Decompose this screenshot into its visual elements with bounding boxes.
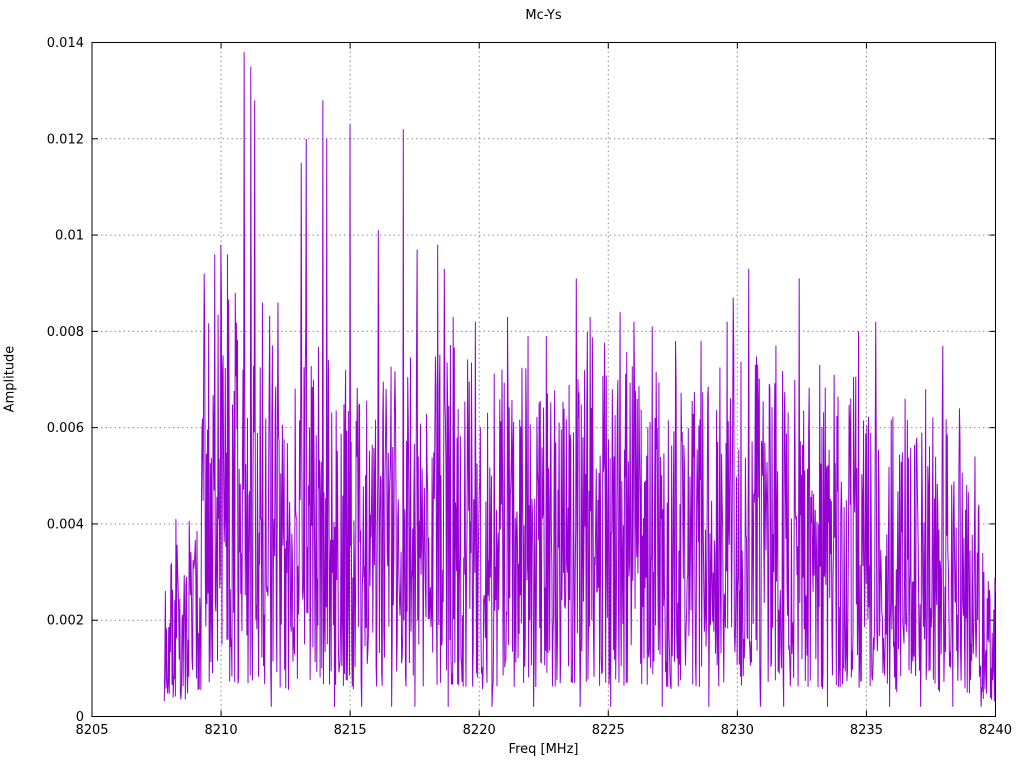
y-tick-label: 0.008 <box>47 325 84 340</box>
tick-labels: 8205 8210 8215 8220 8225 8230 8235 8240 0 0.002 0.… <box>47 36 1012 738</box>
y-tick-label: 0.004 <box>47 517 84 532</box>
x-tick-label: 8205 <box>75 723 108 738</box>
y-tick-label: 0.006 <box>47 421 84 436</box>
y-tick-label: 0.01 <box>55 229 84 244</box>
x-tick-label: 8230 <box>721 723 754 738</box>
data-line <box>163 52 996 707</box>
y-tick-label: 0.002 <box>47 614 84 629</box>
x-tick-label: 8225 <box>592 723 625 738</box>
x-tick-label: 8215 <box>334 723 367 738</box>
y-tick-label: 0.014 <box>47 36 84 51</box>
y-tick-label: 0 <box>76 710 84 725</box>
y-tick-label: 0.012 <box>47 132 84 147</box>
x-tick-label: 8210 <box>205 723 238 738</box>
x-axis-title: Freq [MHz] <box>508 742 579 757</box>
tick-marks <box>91 42 996 717</box>
chart-title: Mc-Ys <box>525 8 562 23</box>
x-tick-label: 8235 <box>850 723 883 738</box>
x-tick-label: 8240 <box>979 723 1012 738</box>
plot-border <box>91 42 996 717</box>
x-tick-label: 8220 <box>463 723 496 738</box>
